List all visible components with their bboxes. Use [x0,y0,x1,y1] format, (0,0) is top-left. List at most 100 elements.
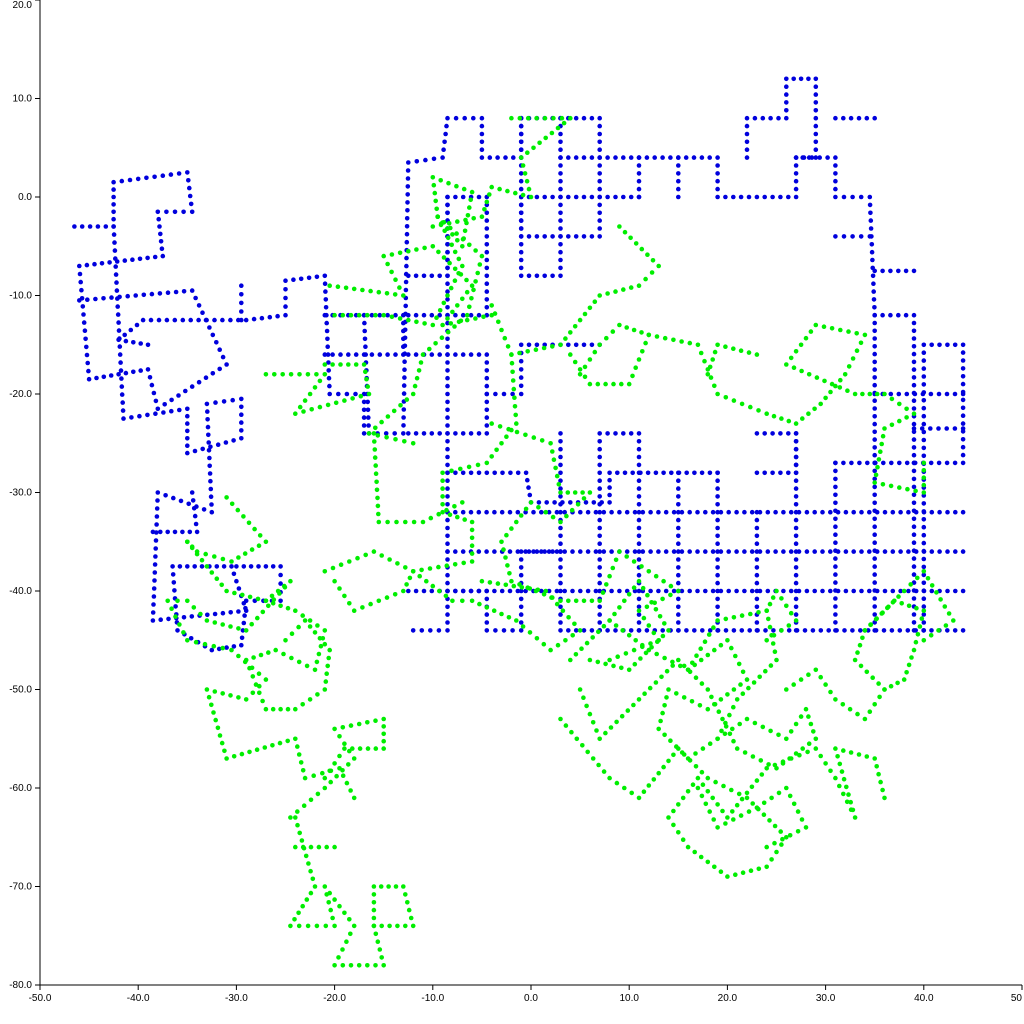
data-point [445,628,450,633]
data-point [194,551,200,557]
data-point [312,630,318,635]
data-point [361,312,367,318]
data-point [253,682,259,687]
data-point [913,488,918,494]
data-point [374,479,379,485]
data-point [793,431,799,436]
data-point [414,159,420,164]
data-point [527,630,533,635]
data-point [710,549,716,554]
data-point [323,923,329,929]
data-point [784,835,789,840]
data-point [597,598,602,604]
data-point [165,529,170,535]
data-point [525,349,530,354]
data-point [78,279,83,285]
data-point [379,553,385,558]
data-point [687,549,692,554]
data-point [928,426,933,431]
data-point [748,868,754,873]
data-point [161,410,166,415]
data-point [468,197,474,203]
data-point [558,509,563,515]
data-point [921,572,927,578]
data-point [960,460,966,466]
data-point [283,278,288,284]
data-point [806,372,812,377]
data-point [497,186,502,192]
data-point [698,854,704,860]
data-point [445,494,450,499]
data-point [612,611,617,617]
data-point [684,470,689,476]
data-point [813,131,819,137]
data-point [350,396,355,401]
data-point [703,549,708,554]
data-point [656,263,661,269]
data-point [874,764,879,769]
data-point [568,115,573,121]
data-point [308,844,314,850]
data-point [337,586,342,591]
data-point [518,391,524,397]
data-point [577,317,583,323]
data-point [856,115,862,121]
data-point [302,775,308,781]
data-point [726,588,731,594]
data-point [473,248,478,253]
data-point [833,234,838,239]
data-point [191,506,197,511]
data-point [366,431,372,436]
data-point [585,549,591,554]
data-point [820,549,825,554]
data-point [214,564,220,569]
data-point [176,171,182,176]
data-point [582,374,588,380]
data-point [901,588,907,594]
data-point [744,131,750,137]
data-point [587,711,593,717]
data-point [833,697,838,702]
data-point [715,802,720,807]
data-point [698,350,704,356]
data-point [558,519,563,525]
data-point [779,842,784,847]
data-point [896,594,901,599]
data-point [684,628,689,633]
data-point [558,716,563,722]
data-point [798,76,804,82]
data-point [776,115,781,121]
data-point [468,431,474,436]
data-point [465,213,471,218]
data-point [499,539,504,545]
data-point [550,595,555,600]
data-point [461,560,467,566]
data-point [760,724,766,730]
data-point [158,231,163,237]
data-point [429,352,435,357]
data-point [332,897,337,902]
data-point [536,505,541,510]
data-point [643,650,649,656]
data-point [111,224,116,229]
data-point [324,844,330,850]
data-point [636,186,642,192]
data-point [523,506,529,512]
data-point [407,575,413,581]
data-point [581,695,586,700]
data-point [928,633,934,638]
data-point [249,621,254,627]
data-point [518,383,524,389]
data-point [738,348,744,354]
data-point [505,344,511,349]
data-point [636,178,642,184]
data-point [270,743,275,748]
data-point [582,364,588,370]
data-point [518,226,524,231]
data-point [357,746,363,751]
data-point [401,884,406,889]
data-point [852,391,858,397]
data-point [793,163,799,168]
data-point [558,342,563,348]
data-point [851,588,856,594]
